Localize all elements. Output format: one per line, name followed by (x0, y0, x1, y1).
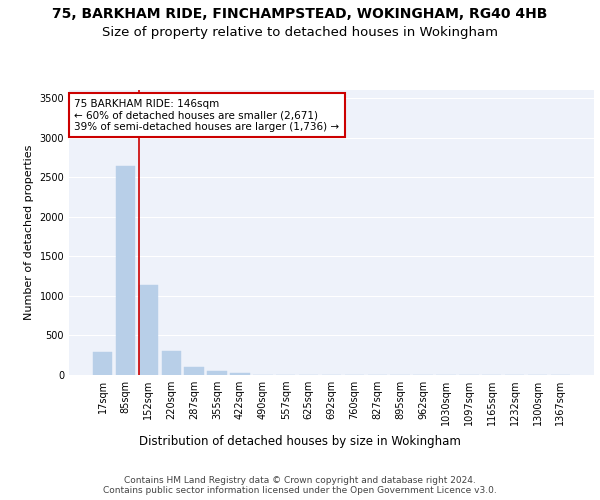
Bar (184, 368, 204, 375)
Y-axis label: Number of detached properties: Number of detached properties (24, 145, 34, 320)
Bar (161, 351, 181, 375)
Bar (208, 372, 227, 375)
Text: 75, BARKHAM RIDE, FINCHAMPSTEAD, WOKINGHAM, RG40 4HB: 75, BARKHAM RIDE, FINCHAMPSTEAD, WOKINGH… (52, 8, 548, 22)
Bar (93, 352, 112, 375)
Text: 75 BARKHAM RIDE: 146sqm
← 60% of detached houses are smaller (2,671)
39% of semi: 75 BARKHAM RIDE: 146sqm ← 60% of detache… (74, 98, 340, 132)
Text: Size of property relative to detached houses in Wokingham: Size of property relative to detached ho… (102, 26, 498, 39)
Bar (116, 166, 135, 375)
Text: Contains HM Land Registry data © Crown copyright and database right 2024.
Contai: Contains HM Land Registry data © Crown c… (103, 476, 497, 495)
Bar (139, 285, 158, 375)
Bar (230, 372, 250, 375)
Text: Distribution of detached houses by size in Wokingham: Distribution of detached houses by size … (139, 435, 461, 448)
